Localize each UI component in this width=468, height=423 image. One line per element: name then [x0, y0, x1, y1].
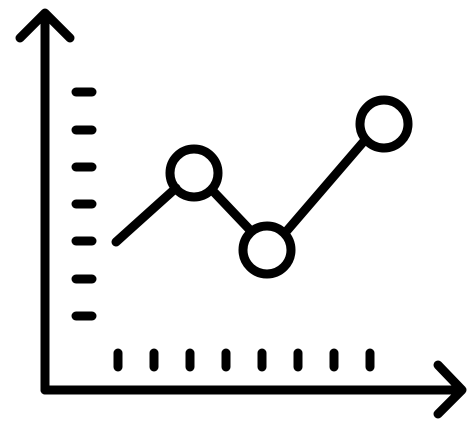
series-line-segment: [280, 135, 370, 238]
series-point: [238, 221, 296, 279]
series-point: [355, 95, 413, 153]
y-axis-arrowhead: [15, 8, 75, 43]
x-axis-arrowhead: [433, 360, 467, 419]
series-point: [165, 144, 223, 202]
series-line-start: [111, 183, 181, 247]
series-line-segment: [207, 185, 255, 235]
